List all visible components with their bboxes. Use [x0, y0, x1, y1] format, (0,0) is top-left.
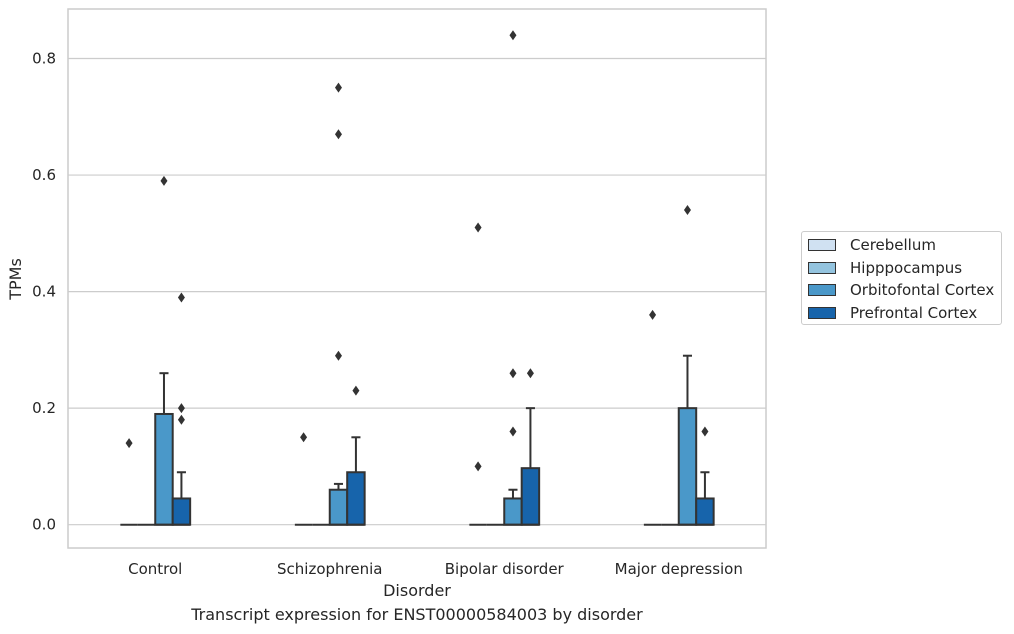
box [503, 497, 523, 526]
legend-item-prefrontal: Prefrontal Cortex [808, 303, 977, 323]
outlier-point [334, 129, 342, 140]
outlier-point [300, 432, 308, 443]
box [346, 471, 366, 526]
box [677, 407, 698, 526]
y-tick-label: 0.4 [32, 283, 56, 301]
legend-label-cerebellum: Cerebellum [850, 236, 936, 254]
box [328, 488, 349, 526]
outlier-point [334, 350, 342, 361]
outlier-point [352, 385, 360, 396]
x-axis-title: Disorder [383, 581, 451, 600]
outlier-point [474, 222, 482, 233]
box [695, 497, 715, 526]
x-tick-label: Schizophrenia [277, 560, 382, 578]
legend-swatch-orbitofrontal [808, 284, 836, 296]
y-tick-label: 0.8 [32, 50, 56, 68]
outlier-point [683, 205, 691, 216]
legend-item-cerebellum: Cerebellum [808, 235, 936, 255]
y-tick-label: 0.2 [32, 399, 56, 417]
outlier-point [526, 368, 534, 379]
x-tick-label: Control [128, 560, 182, 578]
boxes [120, 30, 715, 526]
outlier-point [701, 426, 709, 437]
legend-swatch-hippocampus [808, 262, 836, 274]
outlier-point [125, 438, 133, 449]
legend-label-prefrontal: Prefrontal Cortex [850, 304, 978, 322]
outlier-point [509, 368, 517, 379]
box [154, 412, 174, 526]
tick-labels: 0.0 0.2 0.4 0.6 0.8 Control Schizophrenia Bipol… [32, 50, 743, 578]
outlier-point [474, 461, 482, 472]
outlier-point [334, 82, 342, 93]
x-tick-label: Major depression [615, 560, 743, 578]
outlier-point [509, 30, 517, 41]
chart-caption: Transcript expression for ENST0000058400… [191, 605, 643, 624]
box [520, 467, 541, 526]
legend-item-hippocampus: Hipppocampus [808, 258, 962, 278]
legend-label-hippocampus: Hipppocampus [850, 259, 963, 277]
legend-swatch-prefrontal [808, 307, 836, 319]
box [171, 497, 192, 526]
y-tick-label: 0.0 [32, 516, 56, 534]
outlier-point [177, 292, 185, 303]
outlier-point [509, 426, 517, 437]
outlier-point [177, 414, 185, 425]
legend: Cerebellum Hipppocampus Orbitofontal Cor… [801, 231, 1002, 325]
plot-frame [67, 8, 767, 549]
outlier-point [649, 309, 657, 320]
y-axis-title: TPMs [6, 258, 25, 301]
outlier-point [160, 175, 168, 186]
legend-item-orbitofrontal: Orbitofontal Cortex [808, 280, 994, 300]
legend-swatch-cerebellum [808, 239, 836, 251]
outlier-point [177, 403, 185, 414]
legend-label-orbitofrontal: Orbitofontal Cortex [850, 281, 995, 299]
x-tick-label: Bipolar disorder [445, 560, 565, 578]
y-tick-label: 0.6 [32, 166, 56, 184]
